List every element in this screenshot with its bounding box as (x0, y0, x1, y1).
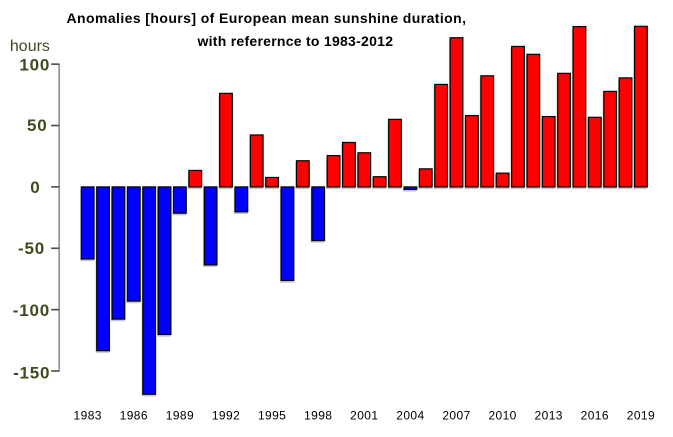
svg-text:1998: 1998 (304, 409, 332, 423)
svg-text:1989: 1989 (166, 409, 194, 423)
svg-text:hours: hours (10, 38, 50, 55)
svg-text:2004: 2004 (396, 409, 424, 423)
svg-text:2013: 2013 (535, 409, 563, 423)
svg-text:1986: 1986 (120, 409, 148, 423)
svg-text:1992: 1992 (212, 409, 240, 423)
svg-text:100: 100 (19, 56, 50, 75)
svg-text:-150: -150 (13, 364, 50, 383)
svg-text:50: 50 (27, 116, 48, 135)
svg-text:2016: 2016 (581, 409, 609, 423)
svg-text:2010: 2010 (488, 409, 516, 423)
svg-text:2001: 2001 (350, 409, 378, 423)
svg-text:2007: 2007 (442, 409, 470, 423)
svg-text:1995: 1995 (258, 409, 286, 423)
svg-text:0: 0 (30, 178, 40, 197)
svg-text:Anomalies [hours] of European: Anomalies [hours] of European mean sunsh… (67, 10, 467, 26)
svg-text:with referernce to 1983-2012: with referernce to 1983-2012 (197, 33, 394, 49)
svg-text:2019: 2019 (627, 409, 655, 423)
svg-text:-50: -50 (18, 239, 45, 258)
svg-text:-100: -100 (13, 301, 50, 320)
svg-text:1983: 1983 (74, 409, 102, 423)
